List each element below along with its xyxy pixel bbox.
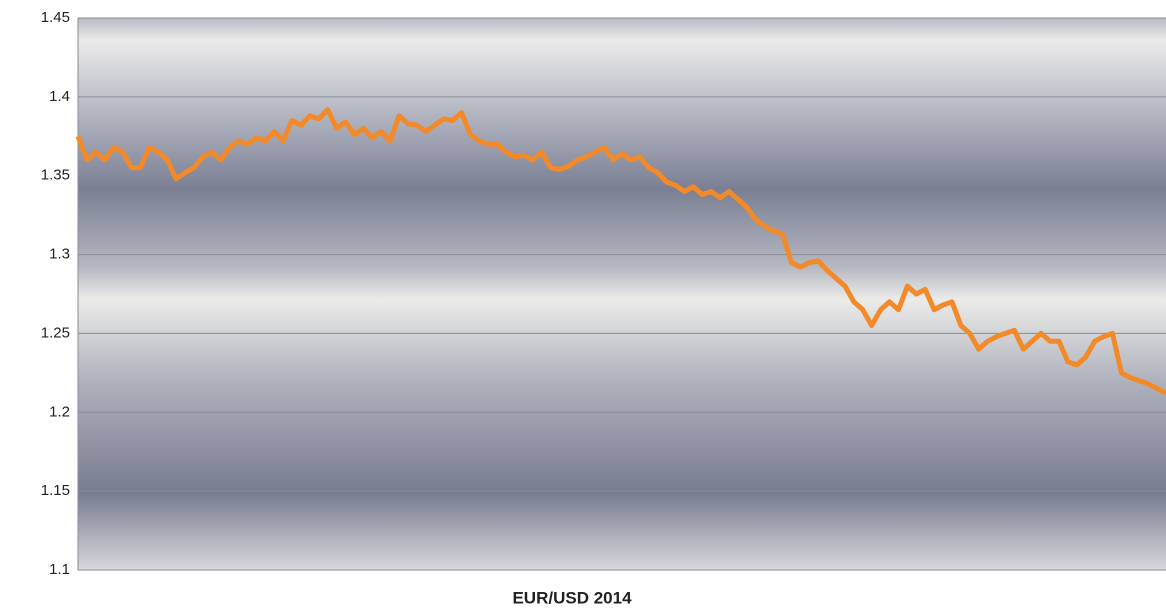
x-axis-label: EUR/USD 2014 [512, 588, 632, 607]
y-tick-label: 1.4 [49, 88, 70, 105]
plot-area [78, 18, 1166, 570]
y-tick-label: 1.3 [49, 246, 70, 263]
line [75, 107, 1166, 396]
y-tick-label: 1.25 [41, 324, 70, 341]
y-tick-label: 1.1 [49, 561, 70, 578]
y-tick-label: 1.2 [49, 403, 70, 420]
y-tick-label: 1.35 [41, 167, 70, 184]
y-tick-label: 1.15 [41, 482, 70, 499]
y-tick-label: 1.45 [41, 9, 70, 26]
